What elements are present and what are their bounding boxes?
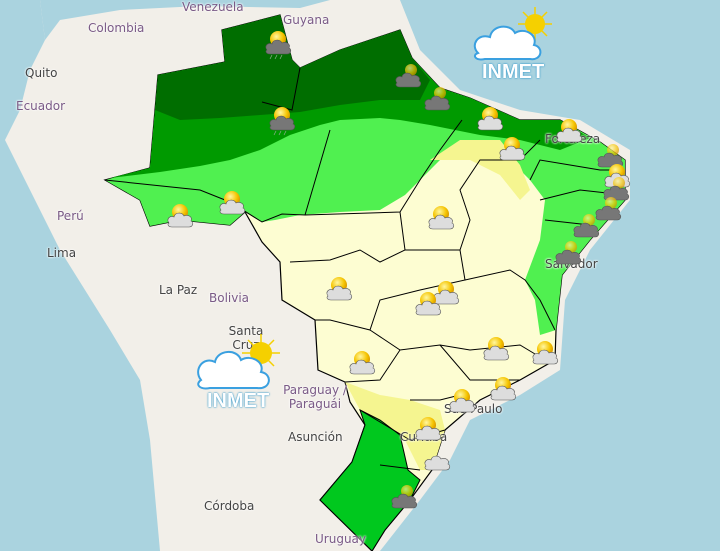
weather-icon-sun-cloud[interactable]: [530, 338, 560, 366]
weather-icon-sun-cloud[interactable]: [447, 386, 477, 414]
weather-icon-storm-sun[interactable]: [263, 28, 293, 60]
weather-icon-sun-cloud[interactable]: [554, 116, 584, 144]
label-peru: Perú: [57, 209, 84, 223]
label-bolivia: Bolivia: [209, 291, 250, 305]
label-venezuela: Venezuela: [182, 0, 244, 14]
pacific-ocean: [0, 0, 160, 551]
city-cordoba: Córdoba: [204, 499, 255, 513]
weather-icon-sun-cloud[interactable]: [324, 274, 354, 302]
weather-icon-storm[interactable]: [393, 61, 423, 89]
weather-icon-sun-cloud[interactable]: [413, 414, 443, 442]
weather-icon-sun-cloud[interactable]: [413, 289, 443, 317]
inmet-logo-top-right: INMET: [470, 5, 560, 85]
inmet-logo-bottom-left: INMET: [195, 330, 285, 420]
weather-icon-sun-cloud[interactable]: [347, 348, 377, 376]
very-dark-green-north: [155, 15, 430, 120]
weather-icon-storm[interactable]: [593, 194, 623, 222]
label-ecuador: Ecuador: [16, 99, 66, 113]
weather-icon-sun-cloud[interactable]: [426, 203, 456, 231]
label-guyana: Guyana: [283, 13, 330, 27]
sun-cloud-logo-icon: [473, 7, 552, 61]
yellow-patch-south: [345, 382, 445, 470]
weather-icon-sun-cloud[interactable]: [431, 278, 461, 306]
label-colombia: Colombia: [88, 21, 145, 35]
inmet-logo-text: INMET: [207, 390, 270, 412]
weather-icon-storm[interactable]: [571, 211, 601, 239]
weather-icon-storm[interactable]: [553, 238, 583, 266]
weather-icon-sun-rain[interactable]: [267, 104, 297, 136]
weather-icon-storm[interactable]: [601, 174, 631, 202]
weather-icon-sun-cloud[interactable]: [497, 134, 527, 162]
sun-cloud-logo-icon: [197, 334, 280, 390]
weather-icon-sun-cloud[interactable]: [475, 104, 505, 132]
label-paraguay: Paraguay / Paraguái: [283, 383, 347, 411]
city-lima: Lima: [47, 246, 77, 260]
label-uruguay: Uruguay: [315, 532, 366, 546]
weather-icon-storm[interactable]: [389, 482, 419, 510]
weather-icon-sun-cloud[interactable]: [488, 374, 518, 402]
city-quito: Quito: [25, 66, 58, 80]
inmet-logo-text: INMET: [482, 61, 545, 83]
caribbean-sea: [0, 0, 330, 40]
atlantic-ocean: [380, 0, 720, 551]
weather-icon-sun-cloud[interactable]: [481, 334, 511, 362]
city-la-paz: La Paz: [159, 283, 198, 297]
weather-icon-sun-cloud[interactable]: [165, 201, 195, 229]
weather-icon-storm[interactable]: [595, 141, 625, 169]
weather-icon-storm[interactable]: [422, 84, 452, 112]
weather-icon-cloud[interactable]: [422, 444, 452, 472]
city-asuncion: Asunción: [288, 430, 343, 444]
weather-icon-sun-cloud[interactable]: [217, 188, 247, 216]
